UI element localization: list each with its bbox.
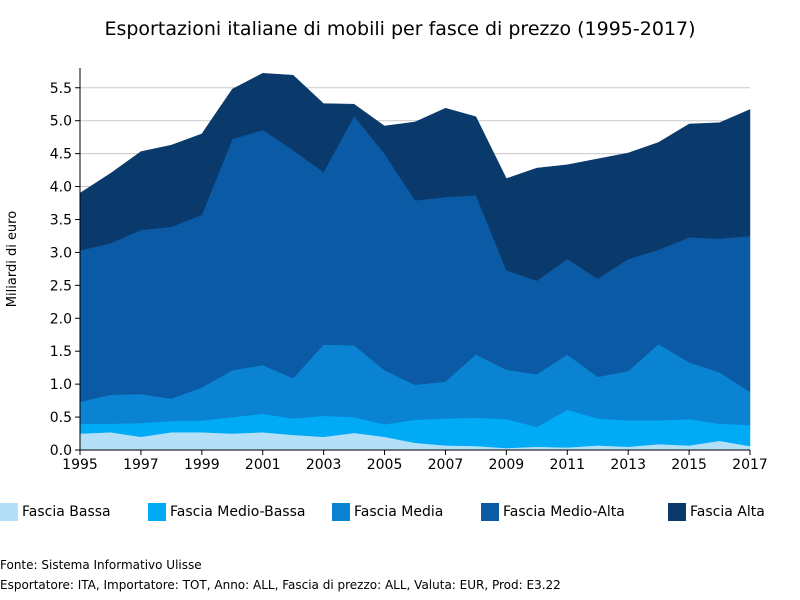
y-tick-label: 1.0 — [50, 377, 72, 393]
y-tick-label: 0.5 — [50, 410, 72, 426]
legend-item-fascia-bassa: Fascia Bassa — [0, 503, 111, 521]
y-tick-label: 3.0 — [50, 245, 72, 261]
x-tick-label: 1999 — [184, 457, 220, 473]
legend-item-fascia-medio-bassa: Fascia Medio-Bassa — [148, 503, 305, 521]
legend-label: Fascia Medio-Bassa — [170, 504, 306, 520]
y-tick-label: 2.0 — [50, 311, 72, 327]
legend-swatch — [668, 503, 686, 521]
y-tick-label: 2.5 — [50, 278, 72, 294]
x-tick-label: 2007 — [428, 457, 464, 473]
x-tick-label: 2017 — [732, 457, 768, 473]
x-tick-label: 2011 — [549, 457, 585, 473]
y-tick-label: 0.0 — [50, 443, 72, 459]
y-tick-label: 4.5 — [50, 147, 72, 163]
x-tick-label: 1995 — [62, 457, 98, 473]
legend-label: Fascia Bassa — [22, 504, 111, 520]
x-tick-label: 2003 — [306, 457, 342, 473]
legend-swatch — [148, 503, 166, 521]
x-tick-label: 2015 — [671, 457, 707, 473]
x-tick-label: 2005 — [367, 457, 403, 473]
legend-swatch — [0, 503, 18, 521]
legend-item-fascia-media: Fascia Media — [332, 503, 443, 521]
y-tick-label: 1.5 — [50, 344, 72, 360]
x-tick-label: 1997 — [123, 457, 159, 473]
y-axis-label: Miliardi di euro — [5, 211, 20, 307]
legend-swatch — [332, 503, 350, 521]
x-tick-label: 2001 — [245, 457, 281, 473]
legend-label: Fascia Media — [354, 504, 444, 520]
footer-params: Esportatore: ITA, Importatore: TOT, Anno… — [0, 578, 561, 592]
y-tick-label: 4.0 — [50, 180, 72, 196]
area-fascia-alta — [79, 73, 751, 281]
legend-label: Fascia Alta — [690, 504, 765, 520]
legend-item-fascia-alta: Fascia Alta — [668, 503, 765, 521]
x-tick-label: 2009 — [489, 457, 525, 473]
legend-item-fascia-medio-alta: Fascia Medio-Alta — [481, 503, 625, 521]
legend-label: Fascia Medio-Alta — [503, 504, 625, 520]
chart-title: Esportazioni italiane di mobili per fasc… — [104, 18, 696, 40]
legend-swatch — [481, 503, 499, 521]
y-tick-label: 5.5 — [50, 81, 72, 97]
legend: Fascia Bassa Fascia Medio-Bassa Fascia Med… — [0, 503, 800, 527]
y-tick-label: 3.5 — [50, 212, 72, 228]
y-tick-label: 5.0 — [50, 114, 72, 130]
x-tick-label: 2013 — [610, 457, 646, 473]
footer-source: Fonte: Sistema Informativo Ulisse — [0, 558, 202, 572]
